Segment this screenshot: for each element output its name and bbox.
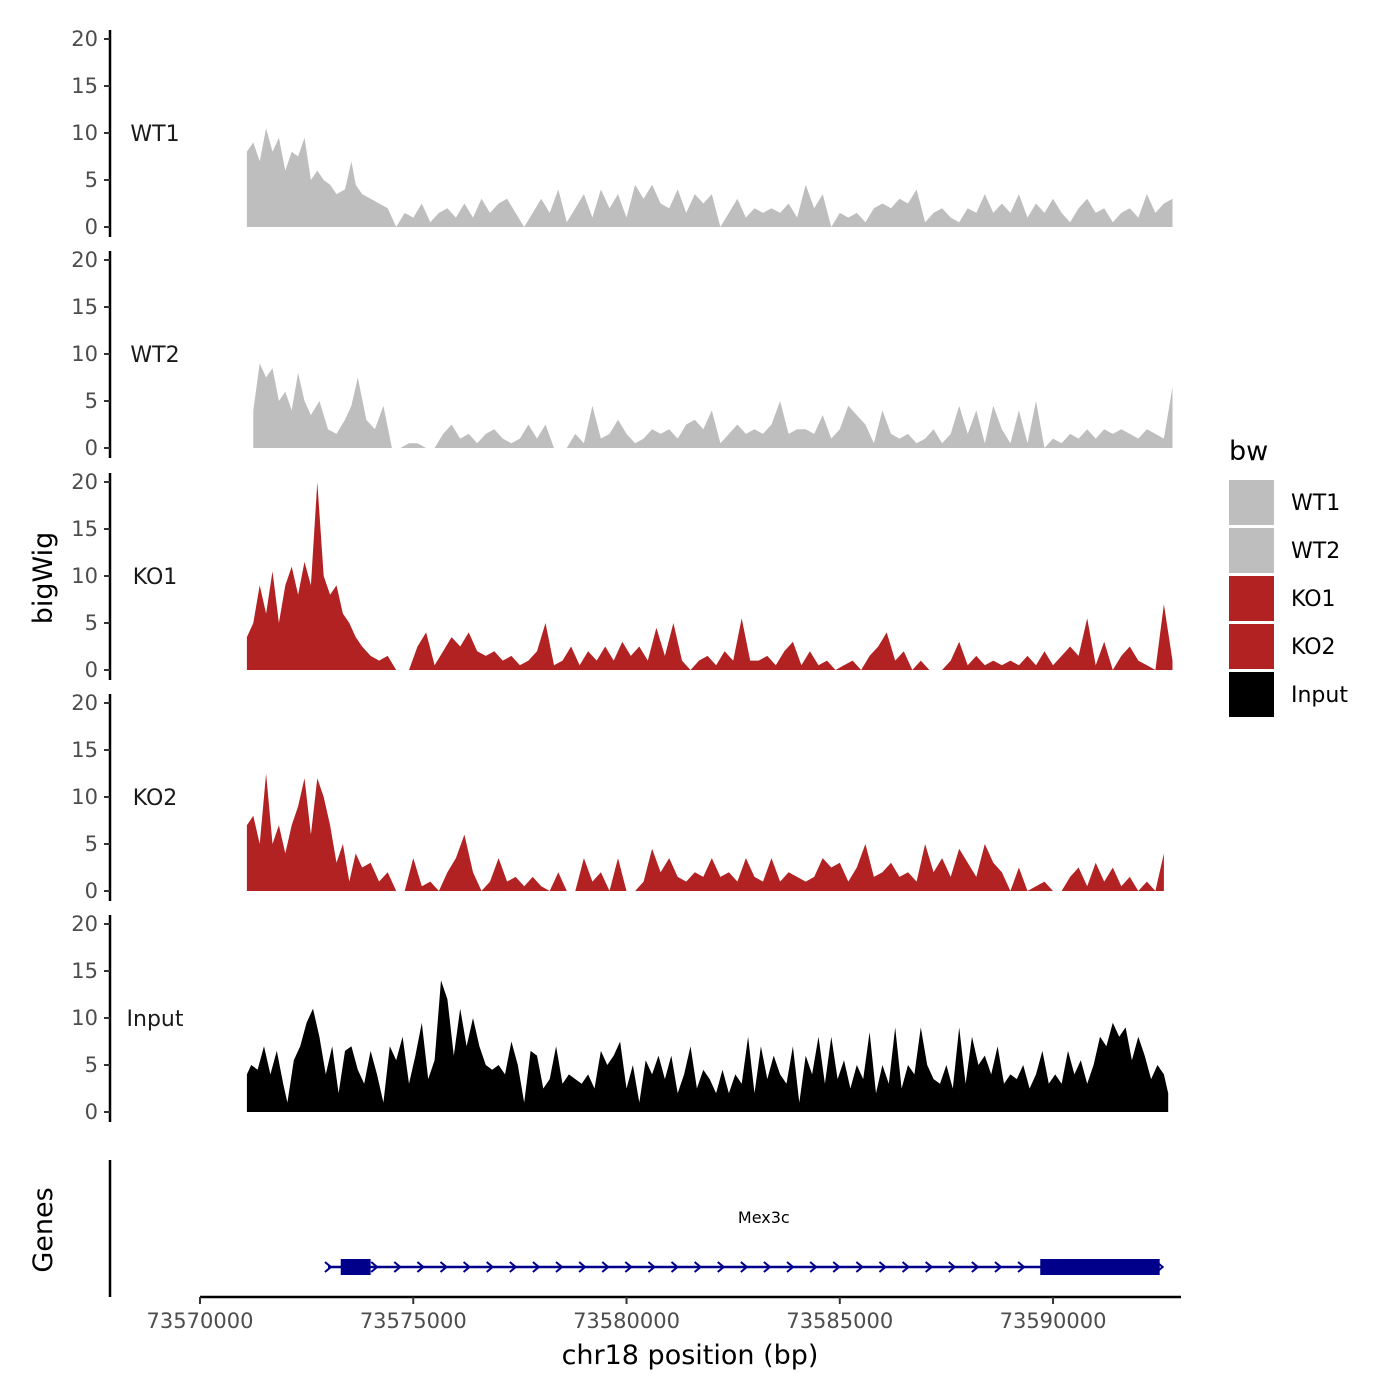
y-tick-label: 15 [71, 517, 98, 541]
legend-swatch-wt2 [1229, 528, 1274, 573]
legend-label-ko1: KO1 [1291, 587, 1336, 612]
strand-arrow [1017, 1261, 1026, 1273]
gene-exon [340, 1259, 371, 1275]
y-tick-label: 20 [71, 27, 98, 51]
strand-arrow [578, 1261, 587, 1273]
strand-arrow [994, 1261, 1003, 1273]
y-tick-label: 10 [71, 785, 98, 809]
strand-arrow [509, 1261, 518, 1273]
x-tick-label: 73575000 [360, 1309, 467, 1333]
x-tick-label: 73590000 [1000, 1309, 1107, 1333]
legend-label-ko2: KO2 [1291, 635, 1336, 660]
strand-arrow [416, 1261, 425, 1273]
y-tick-label: 15 [71, 295, 98, 319]
strand-arrow [971, 1261, 980, 1273]
strand-arrow [393, 1261, 402, 1273]
genes-panel: Mex3c [108, 1160, 1165, 1297]
area-ko2 [246, 773, 1164, 891]
legend-label-input: Input [1291, 683, 1348, 708]
y-tick-label: 0 [85, 436, 98, 460]
y-tick-label: 0 [85, 879, 98, 903]
y-tick-label: 10 [71, 342, 98, 366]
legend-swatch-wt1 [1229, 480, 1274, 525]
gene-exon [1040, 1259, 1160, 1275]
area-wt1 [246, 128, 1173, 227]
y-tick-label: 15 [71, 738, 98, 762]
strand-arrow [855, 1261, 864, 1273]
strand-arrow [693, 1261, 703, 1273]
y-tick-label: 5 [85, 168, 98, 192]
strand-arrow [901, 1261, 911, 1273]
y-tick-label: 5 [85, 832, 98, 856]
track-ko1: 0 5 10 15 20 KO1 [71, 470, 1173, 682]
y-tick-label: 0 [85, 658, 98, 682]
strand-arrow [462, 1261, 472, 1273]
track-label-wt1: WT1 [130, 122, 179, 147]
y-tick-label: 0 [85, 1100, 98, 1124]
strand-arrow [439, 1261, 449, 1273]
legend: bw WT1 WT2 KO1 KO2 Input [1229, 436, 1348, 717]
strand-arrow [486, 1261, 495, 1273]
strand-arrow [647, 1261, 656, 1273]
y-tick-label: 20 [71, 470, 98, 494]
track-wt2: 0 5 10 15 20 WT2 [71, 248, 1173, 460]
strand-arrow [624, 1261, 633, 1273]
legend-label-wt1: WT1 [1291, 491, 1340, 516]
x-tick-label: 73585000 [786, 1309, 893, 1333]
x-tick-label: 73570000 [147, 1309, 254, 1333]
y-tick-label: 0 [85, 215, 98, 239]
legend-swatch-ko2 [1229, 624, 1274, 669]
area-wt2 [253, 363, 1173, 448]
legend-swatch-ko1 [1229, 576, 1274, 621]
strand-arrow [717, 1261, 726, 1273]
y-tick-label: 10 [71, 564, 98, 588]
strand-arrow [809, 1261, 818, 1273]
track-input: 0 5 10 15 20 Input [71, 912, 1169, 1124]
strand-arrow [555, 1261, 564, 1273]
x-axis-title: chr18 position (bp) [562, 1340, 819, 1371]
strand-arrow [601, 1261, 610, 1273]
gene-label: Mex3c [738, 1208, 790, 1227]
x-axis: 73570000 73575000 73580000 73585000 73590000 [147, 1295, 1181, 1333]
strand-arrow [763, 1261, 772, 1273]
y-tick-label: 20 [71, 912, 98, 936]
track-label-input: Input [127, 1007, 184, 1032]
y-tick-label: 5 [85, 611, 98, 635]
y-tick-label: 20 [71, 248, 98, 272]
x-tick-label: 73580000 [573, 1309, 680, 1333]
y-tick-label: 10 [71, 1006, 98, 1030]
y-tick-label: 5 [85, 389, 98, 413]
gene-mex3c: Mex3c [324, 1208, 1165, 1275]
strand-arrow [948, 1261, 957, 1273]
legend-swatch-input [1229, 672, 1274, 717]
strand-arrow [670, 1261, 680, 1273]
legend-title: bw [1229, 436, 1268, 467]
strand-arrow [740, 1261, 749, 1273]
track-wt1: 0 5 10 15 20 WT1 [71, 27, 1173, 239]
strand-arrow [925, 1261, 934, 1273]
track-label-wt2: WT2 [130, 343, 179, 368]
y-tick-label: 15 [71, 74, 98, 98]
strand-arrow [786, 1261, 795, 1273]
strand-arrow [532, 1261, 541, 1273]
y-tick-label: 15 [71, 959, 98, 983]
strand-arrow [324, 1261, 333, 1273]
legend-label-wt2: WT2 [1291, 539, 1340, 564]
strand-arrow [878, 1261, 887, 1273]
y-tick-label: 10 [71, 121, 98, 145]
track-ko2: 0 5 10 15 20 KO2 [71, 691, 1164, 903]
y-tick-label: 5 [85, 1053, 98, 1077]
y-axis-title: bigWig [28, 532, 59, 625]
strand-arrow [832, 1261, 841, 1273]
genes-axis-title: Genes [28, 1187, 59, 1272]
track-label-ko2: KO2 [133, 786, 178, 811]
track-label-ko1: KO1 [133, 565, 178, 590]
y-tick-label: 20 [71, 691, 98, 715]
area-ko1 [246, 482, 1173, 670]
strand-arrow [370, 1261, 379, 1273]
area-input [246, 980, 1169, 1112]
bigwig-tracks: 0 5 10 15 20 WT1 0 5 10 15 20 WT2 0 5 10 15 20 KO1 0 5 10 15 2… [71, 27, 1173, 1124]
